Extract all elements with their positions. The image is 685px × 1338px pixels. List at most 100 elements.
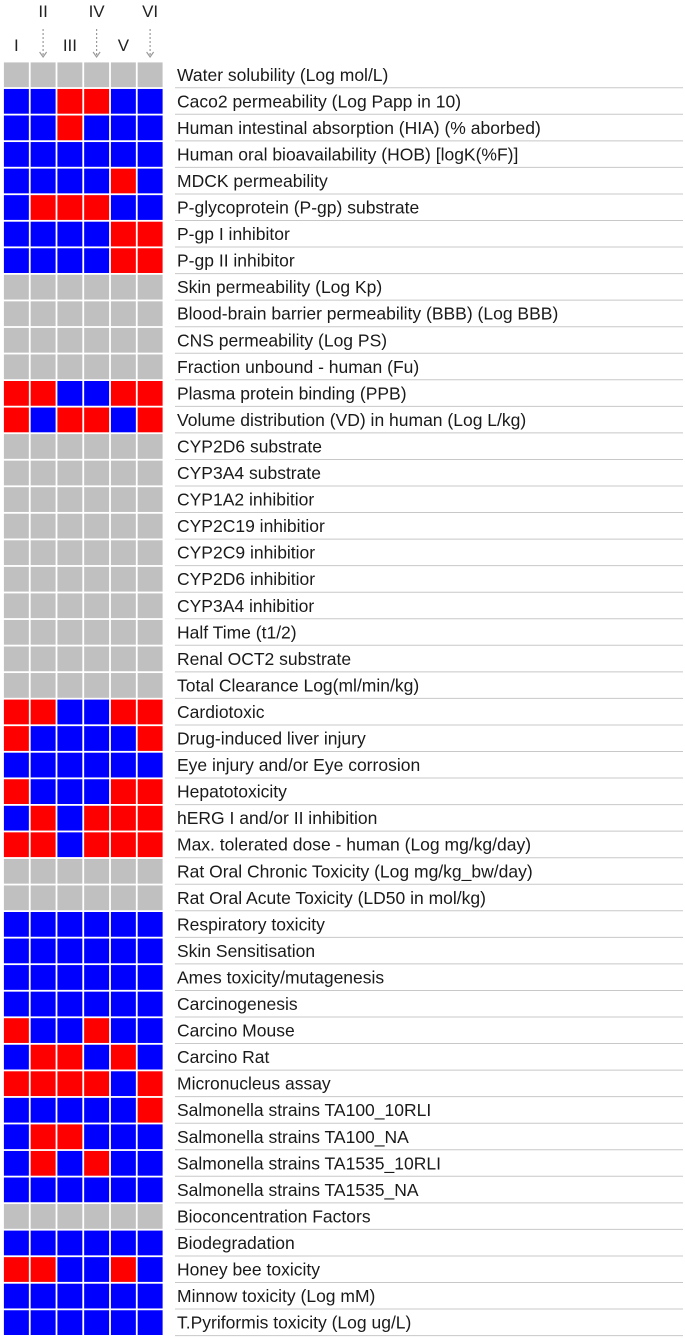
heatmap-cell — [30, 540, 56, 566]
heatmap-cell — [84, 1124, 110, 1150]
heatmap-cell — [3, 1230, 29, 1256]
heatmap-cell — [84, 646, 110, 672]
heatmap-cell — [84, 1071, 110, 1097]
heatmap-cell — [57, 858, 83, 884]
row-label: hERG I and/or II inhibition — [177, 808, 377, 828]
row-label: Skin permeability (Log Kp) — [177, 277, 382, 297]
heatmap-cell — [57, 1283, 83, 1309]
heatmap-cell — [110, 1310, 136, 1335]
heatmap-cell — [137, 779, 163, 804]
heatmap-cell — [110, 354, 136, 380]
heatmap-cell — [3, 274, 29, 300]
heatmap-cell — [3, 646, 29, 672]
heatmap-cell — [84, 619, 110, 645]
heatmap-cell — [84, 832, 110, 858]
heatmap-cell — [3, 354, 29, 380]
heatmap-cell — [84, 938, 110, 964]
heatmap-cell — [110, 1150, 136, 1176]
heatmap-cell — [3, 1257, 29, 1282]
heatmap-cell — [137, 513, 163, 539]
heatmap-cell — [137, 1310, 163, 1335]
heatmap-cell — [57, 274, 83, 300]
heatmap-cell — [30, 832, 56, 858]
heatmap-cell — [84, 1018, 110, 1043]
heatmap-cell — [137, 1150, 163, 1176]
heatmap-cell — [30, 115, 56, 141]
heatmap-cell — [30, 858, 56, 884]
heatmap-cell — [57, 407, 83, 433]
heatmap-cell — [137, 1177, 163, 1203]
heatmap-cell — [30, 593, 56, 619]
row-label: CYP2C9 inhibitior — [177, 543, 315, 563]
heatmap-cell — [137, 301, 163, 327]
heatmap-cell — [137, 593, 163, 619]
heatmap-cell — [110, 1204, 136, 1229]
heatmap-cell — [110, 938, 136, 964]
heatmap-cell — [84, 221, 110, 247]
heatmap-cell — [137, 62, 163, 88]
heatmap-cell — [84, 991, 110, 1017]
heatmap-cell — [110, 566, 136, 592]
heatmap-cell — [110, 434, 136, 459]
heatmap-cell — [30, 513, 56, 539]
heatmap-cell — [3, 221, 29, 247]
heatmap-cell — [84, 1204, 110, 1229]
heatmap-cell — [57, 142, 83, 167]
row-label: Carcinogenesis — [177, 994, 298, 1014]
heatmap-cell — [110, 673, 136, 698]
heatmap-cell — [110, 487, 136, 512]
row-label: Salmonella strains TA100_NA — [177, 1127, 409, 1148]
heatmap-cell — [110, 1097, 136, 1123]
heatmap-cell — [84, 1097, 110, 1123]
heatmap-cell — [137, 832, 163, 858]
heatmap-cell — [84, 327, 110, 353]
heatmap-cell — [84, 248, 110, 273]
column-label-2: II — [38, 2, 47, 21]
heatmap-cell — [57, 726, 83, 751]
heatmap-cell — [110, 726, 136, 751]
column-arrow-2-head — [39, 51, 48, 59]
heatmap-cell — [110, 991, 136, 1017]
heatmap-cell — [137, 221, 163, 247]
heatmap-cell — [84, 752, 110, 778]
heatmap-cell — [137, 912, 163, 937]
heatmap-cell — [3, 1204, 29, 1229]
heatmap-cell — [3, 673, 29, 698]
heatmap-cell — [30, 1150, 56, 1176]
heatmap-cell — [110, 142, 136, 167]
heatmap-cell — [137, 1071, 163, 1097]
heatmap-cell — [84, 673, 110, 698]
heatmap-cell — [137, 699, 163, 725]
heatmap-cell — [84, 1230, 110, 1256]
row-label: Salmonella strains TA1535_10RLI — [177, 1153, 441, 1174]
heatmap-cell — [57, 487, 83, 512]
heatmap-cell — [137, 885, 163, 911]
heatmap-cell — [110, 805, 136, 831]
heatmap-cell — [137, 1124, 163, 1150]
heatmap-cell — [110, 88, 136, 114]
heatmap-cell — [84, 593, 110, 619]
heatmap-cell — [137, 460, 163, 486]
heatmap-cell — [110, 699, 136, 725]
heatmap-cell — [57, 832, 83, 858]
row-label: Salmonella strains TA100_10RLI — [177, 1100, 431, 1121]
heatmap-cell — [57, 1018, 83, 1043]
row-label: Eye injury and/or Eye corrosion — [177, 755, 420, 775]
column-label-5: V — [118, 36, 130, 55]
row-label: P-gp I inhibitor — [177, 224, 290, 244]
heatmap-cell — [30, 619, 56, 645]
row-label: Bioconcentration Factors — [177, 1206, 371, 1226]
heatmap-cell — [84, 1257, 110, 1282]
heatmap-cell — [3, 301, 29, 327]
heatmap-cell — [3, 142, 29, 167]
heatmap-cell — [110, 168, 136, 194]
heatmap-cell — [57, 221, 83, 247]
heatmap-cell — [84, 434, 110, 459]
heatmap-cell — [84, 566, 110, 592]
heatmap-cell — [30, 938, 56, 964]
heatmap-cell — [84, 779, 110, 804]
column-label-6: VI — [142, 2, 158, 21]
heatmap-cell — [3, 1150, 29, 1176]
heatmap-cell — [137, 142, 163, 167]
heatmap-cell — [110, 1283, 136, 1309]
